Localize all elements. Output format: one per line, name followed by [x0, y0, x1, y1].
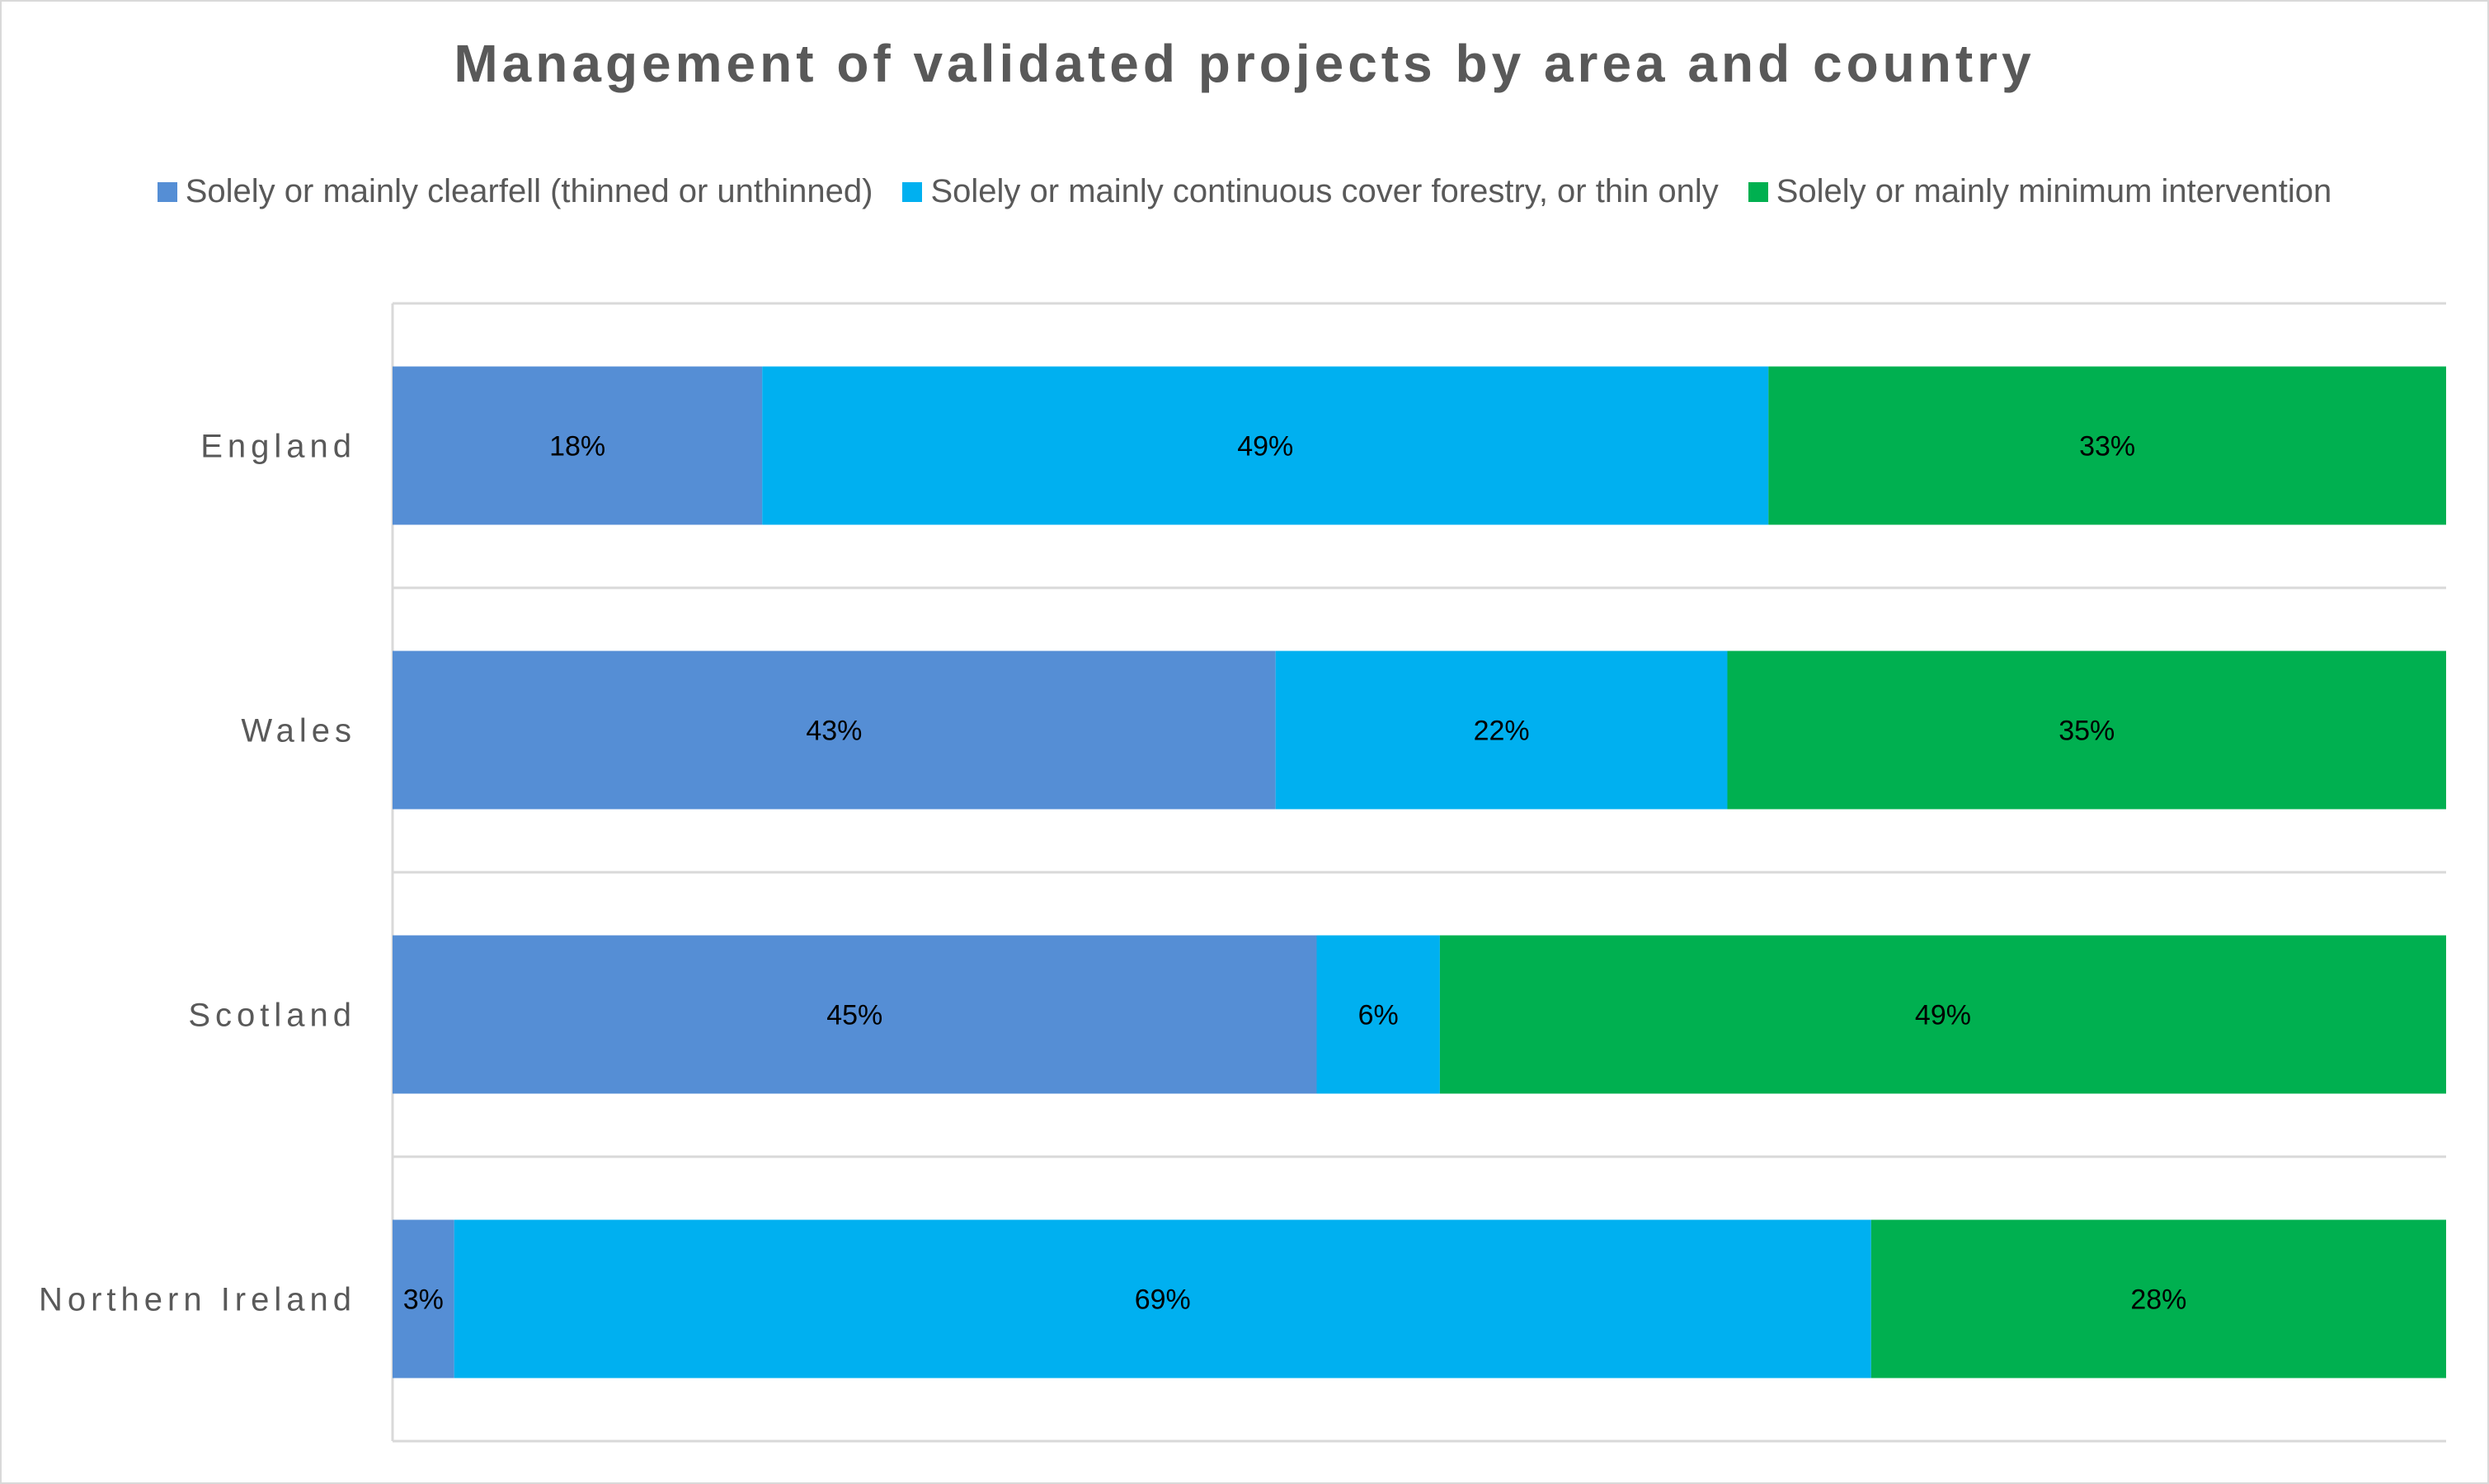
bar-segment[interactable] [393, 1219, 454, 1378]
category-label: England [200, 429, 356, 465]
data-label: 49% [1915, 1000, 1971, 1031]
data-label: 22% [1474, 716, 1530, 747]
legend-swatch [1748, 181, 1768, 202]
legend-label: Solely or mainly clearfell (thinned or u… [185, 173, 873, 209]
bar-segment[interactable] [393, 935, 1317, 1094]
data-label: 69% [1135, 1284, 1191, 1316]
bar-segment[interactable] [1727, 650, 2447, 810]
data-label: 28% [2130, 1284, 2186, 1316]
category-label: Scotland [188, 998, 356, 1034]
bar-segment[interactable] [1316, 935, 1440, 1094]
bar-segment[interactable] [1439, 935, 2446, 1094]
bar-segment[interactable] [393, 366, 763, 525]
legend-label: Solely or mainly minimum intervention [1776, 173, 2332, 209]
data-label: 33% [2079, 431, 2135, 463]
data-label: 43% [806, 716, 862, 747]
legend-swatch [902, 181, 923, 202]
data-label: 3% [403, 1284, 444, 1316]
legend-item-minimum-intervention[interactable]: Solely or mainly minimum intervention [1748, 173, 2332, 210]
legend-swatch [157, 181, 177, 202]
data-label: 49% [1237, 431, 1293, 463]
legend-item-clearfell[interactable]: Solely or mainly clearfell (thinned or u… [157, 173, 873, 210]
legend-item-continuous-cover[interactable]: Solely or mainly continuous cover forest… [902, 173, 1719, 210]
data-label: 6% [1358, 1000, 1399, 1031]
legend-label: Solely or mainly continuous cover forest… [930, 173, 1719, 209]
data-label: 18% [549, 431, 605, 463]
bar-segment[interactable] [762, 366, 1769, 525]
chart-title: Management of validated projects by area… [454, 34, 2035, 93]
data-label: 35% [2058, 716, 2115, 747]
bar-segment[interactable] [1870, 1219, 2446, 1378]
category-label: Wales [241, 713, 356, 749]
data-label: 45% [826, 1000, 882, 1031]
legend: Solely or mainly clearfell (thinned or u… [0, 173, 2489, 210]
bar-segment[interactable] [1275, 650, 1728, 810]
bar-segment[interactable] [454, 1219, 1871, 1378]
bar-segment[interactable] [393, 650, 1276, 810]
bar-segment[interactable] [1768, 366, 2446, 525]
category-label: Northern Ireland [39, 1282, 356, 1318]
